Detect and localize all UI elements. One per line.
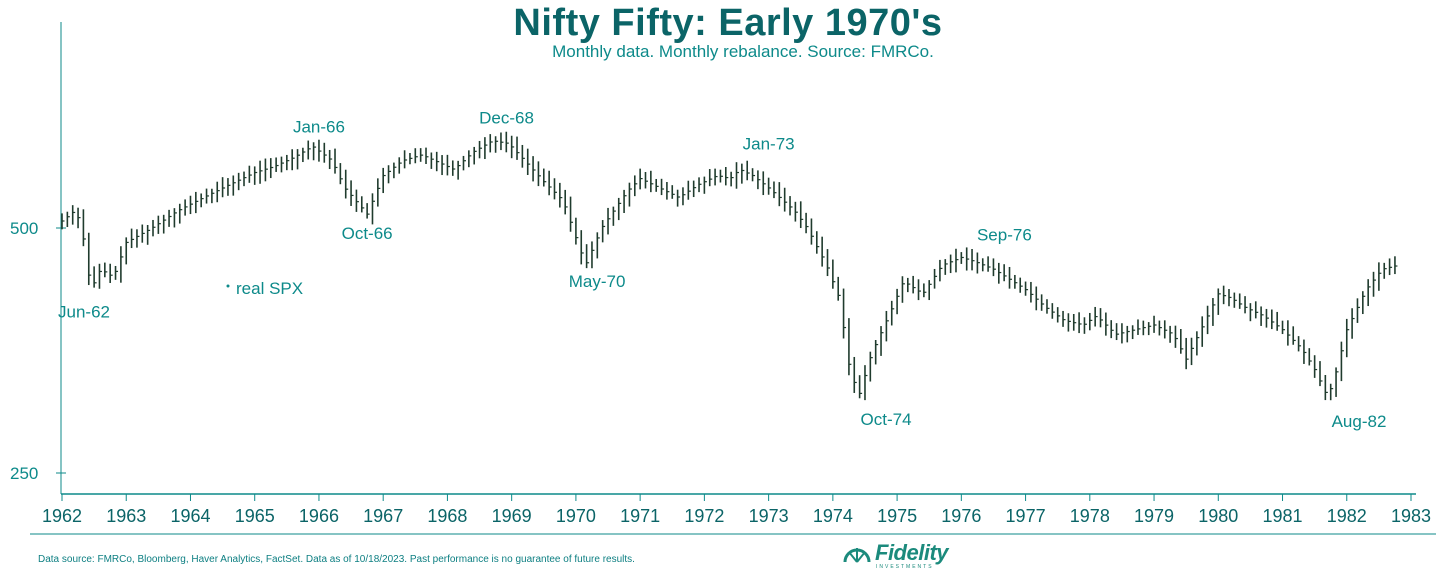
x-tick-label: 1966 bbox=[299, 506, 339, 526]
chart-subtitle: Monthly data. Monthly rebalance. Source:… bbox=[552, 42, 934, 61]
x-tick-label: 1981 bbox=[1263, 506, 1303, 526]
annotation-label: Jan-66 bbox=[293, 117, 345, 136]
legend-label: real SPX bbox=[236, 279, 303, 298]
annotation-label: Aug-82 bbox=[1332, 412, 1387, 431]
x-tick-label: 1974 bbox=[813, 506, 853, 526]
annotation-label: Oct-74 bbox=[861, 410, 912, 429]
x-tick-label: 1967 bbox=[363, 506, 403, 526]
x-tick-label: 1977 bbox=[1006, 506, 1046, 526]
logo-name: Fidelity bbox=[875, 540, 949, 565]
x-tick-label: 1969 bbox=[492, 506, 532, 526]
logo-tagline: INVESTMENTS bbox=[876, 564, 934, 570]
annotation-label: May-70 bbox=[569, 272, 626, 291]
annotation-label: Sep-76 bbox=[977, 225, 1032, 244]
legend-marker bbox=[226, 284, 230, 288]
fidelity-logo: Fidelity INVESTMENTS bbox=[842, 540, 949, 570]
fidelity-emblem-icon bbox=[843, 548, 871, 563]
x-tick-label: 1973 bbox=[749, 506, 789, 526]
y-tick-label: 250 bbox=[10, 464, 38, 483]
x-tick-label: 1968 bbox=[427, 506, 467, 526]
x-tick-label: 1976 bbox=[941, 506, 981, 526]
x-tick-label: 1982 bbox=[1327, 506, 1367, 526]
x-tick-label: 1972 bbox=[684, 506, 724, 526]
x-tick-label: 1964 bbox=[170, 506, 210, 526]
x-tick-label: 1970 bbox=[556, 506, 596, 526]
x-tick-label: 1978 bbox=[1070, 506, 1110, 526]
footer-note: Data source: FMRCo, Bloomberg, Haver Ana… bbox=[38, 554, 635, 565]
annotation-label: Dec-68 bbox=[479, 109, 534, 128]
chart-title: Nifty Fifty: Early 1970's bbox=[513, 2, 943, 44]
annotation-label: Oct-66 bbox=[342, 224, 393, 243]
x-tick-label: 1971 bbox=[620, 506, 660, 526]
x-tick-label: 1965 bbox=[235, 506, 275, 526]
x-tick-label: 1962 bbox=[42, 506, 82, 526]
x-tick-label: 1980 bbox=[1198, 506, 1238, 526]
x-tick-label: 1979 bbox=[1134, 506, 1174, 526]
x-tick-label: 1983 bbox=[1391, 506, 1431, 526]
x-tick-label: 1975 bbox=[877, 506, 917, 526]
y-tick-label: 500 bbox=[10, 219, 38, 238]
annotation-label: Jun-62 bbox=[58, 303, 110, 322]
x-tick-label: 1963 bbox=[106, 506, 146, 526]
annotation-label: Jan-73 bbox=[743, 134, 795, 153]
